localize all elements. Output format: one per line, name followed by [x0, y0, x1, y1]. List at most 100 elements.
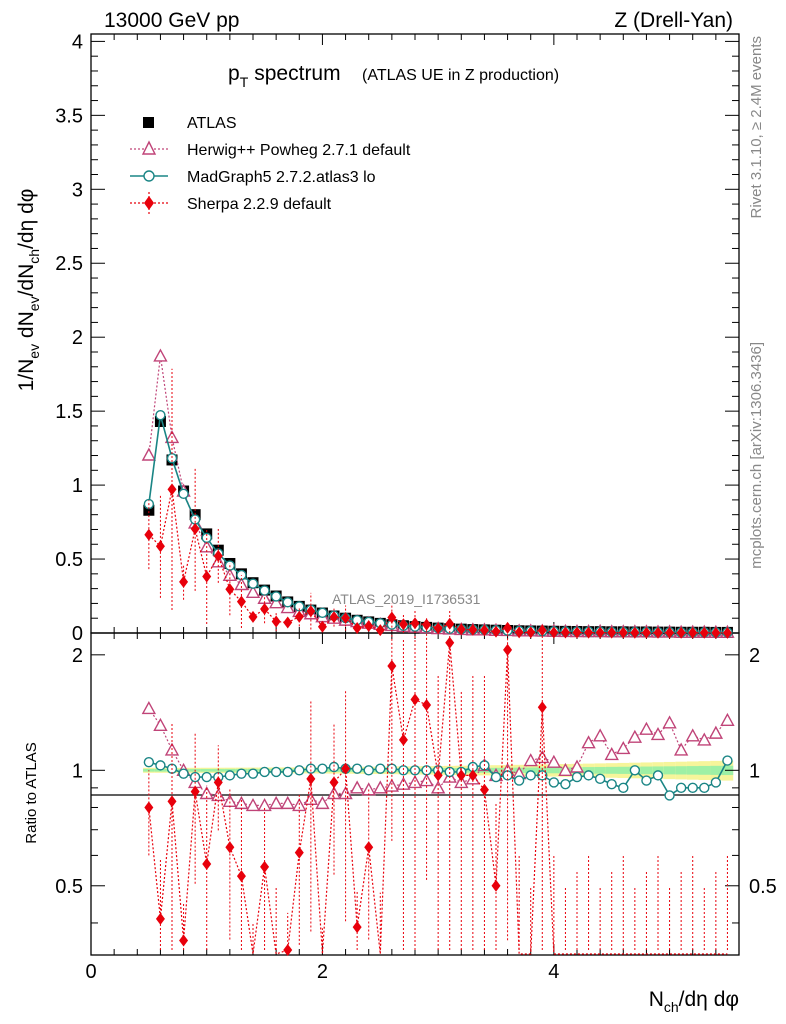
ratio-point-2: [583, 770, 594, 781]
main-point-3: [722, 626, 732, 639]
main-point-3: [306, 605, 316, 618]
band-inner: [675, 766, 687, 775]
main-point-2: [178, 488, 189, 500]
main-point-3: [699, 626, 709, 639]
main-point-3: [202, 570, 212, 583]
main-point-3: [317, 620, 327, 633]
ratio-point-2: [305, 763, 317, 774]
ratio-point-2: [224, 770, 236, 781]
main-point-3: [387, 611, 397, 624]
main-point-3: [352, 622, 362, 635]
main-point-3: [526, 626, 536, 639]
ratio-point-2: [641, 775, 652, 786]
ratio-point-2: [664, 790, 675, 801]
main-point-3: [641, 626, 651, 639]
ratio-point-3: [306, 772, 316, 785]
main-point-3: [248, 610, 258, 623]
ratio-point-3: [468, 769, 478, 782]
ratio-point-2: [537, 770, 548, 781]
legend-label-sherpa: Sherpa 2.2.9 default: [187, 196, 332, 213]
main-point-3: [398, 618, 408, 631]
main-point-2: [317, 607, 328, 619]
band-inner: [686, 766, 699, 775]
legend: ATLAS Herwig++ Powheg 2.7.1 default MadG…: [130, 115, 411, 214]
legend-label-atlas: ATLAS: [187, 115, 237, 132]
ratio-point-2: [189, 771, 201, 783]
legend-label-herwig: Herwig++ Powheg 2.7.1 default: [187, 142, 411, 159]
y-tick-label-main: 4: [72, 31, 83, 53]
main-point-3: [618, 626, 628, 639]
ratio-point-1: [720, 712, 735, 727]
y-tick-label-main: 1: [72, 475, 83, 497]
ratio-point-3: [364, 841, 374, 854]
ratio-point-3: [352, 921, 362, 934]
y-tick-label-main: 2.5: [55, 253, 83, 275]
ratio-point-2: [571, 771, 583, 783]
ratio-point-3: [202, 857, 212, 870]
ratio-point-1: [685, 728, 700, 742]
ratio-point-3: [260, 860, 270, 873]
band-inner: [548, 767, 560, 774]
band-inner: [663, 766, 676, 775]
ratio-point-2: [201, 771, 212, 783]
main-point-3: [364, 620, 374, 633]
ratio-point-3: [456, 769, 466, 782]
main-point-3: [260, 602, 270, 615]
ratio-point-2: [548, 777, 560, 788]
main-point-2: [155, 409, 166, 421]
main-point-3: [329, 611, 339, 624]
ratio-point-1: [222, 793, 238, 808]
atlas-data-point: [154, 416, 166, 428]
ratio-point-1: [627, 729, 643, 743]
main-point-1: [245, 584, 261, 598]
ratio-point-3: [213, 776, 223, 789]
x-tick-label: 0: [85, 961, 96, 983]
process-label: Z (Drell-Yan): [614, 9, 733, 32]
legend-marker-madgraph: [143, 170, 155, 182]
ratio-point-1: [153, 717, 168, 732]
ratio-point-2: [618, 782, 629, 794]
main-point-3: [584, 626, 594, 639]
main-point-3: [572, 626, 582, 639]
y-tick-label-main: 3: [72, 179, 83, 201]
ratio-point-2: [525, 770, 536, 781]
band-inner: [710, 765, 722, 775]
main-point-3: [271, 615, 281, 628]
y-tick-label-ratio-right: 1: [749, 760, 760, 782]
main-panel-data: [141, 348, 735, 639]
y-tick-label-main: 0: [72, 623, 83, 645]
ratio-point-2: [236, 768, 247, 779]
ratio-point-3: [433, 769, 443, 782]
main-point-2: [247, 578, 259, 589]
main-line-3: [148, 489, 728, 634]
ratio-point-3: [445, 636, 455, 649]
x-tick-label: 4: [548, 961, 559, 983]
band-inner: [200, 768, 213, 772]
main-point-3: [445, 617, 455, 630]
ratio-point-3: [190, 785, 200, 798]
main-y-axis-label: 1/Nev dNev/dNch/dη dφ: [15, 189, 42, 392]
ratio-point-1: [141, 700, 157, 715]
ratio-point-3: [155, 912, 165, 925]
main-point-3: [653, 626, 663, 639]
ratio-point-3: [236, 870, 246, 883]
ratio-point-1: [558, 762, 573, 777]
main-point-3: [549, 626, 559, 639]
ratio-point-2: [317, 763, 328, 774]
main-point-3: [213, 549, 223, 562]
ratio-point-3: [398, 733, 408, 746]
ratio-point-2: [155, 760, 166, 771]
ratio-point-1: [315, 795, 330, 810]
energy-label: 13000 GeV pp: [104, 9, 239, 32]
ratio-point-3: [225, 841, 235, 854]
legend-marker-sherpa: [144, 196, 154, 210]
main-point-3: [179, 575, 189, 588]
rivet-version-label: Rivet 3.1.10, ≥ 2.4M events: [748, 36, 765, 219]
ratio-point-1: [662, 715, 677, 729]
band-inner: [605, 766, 618, 774]
main-point-3: [711, 626, 721, 639]
atlas-data-point: [143, 504, 155, 516]
ratio-point-1: [280, 795, 295, 810]
legend-label-madgraph: MadGraph5 2.7.2.atlas3 lo: [187, 169, 376, 186]
